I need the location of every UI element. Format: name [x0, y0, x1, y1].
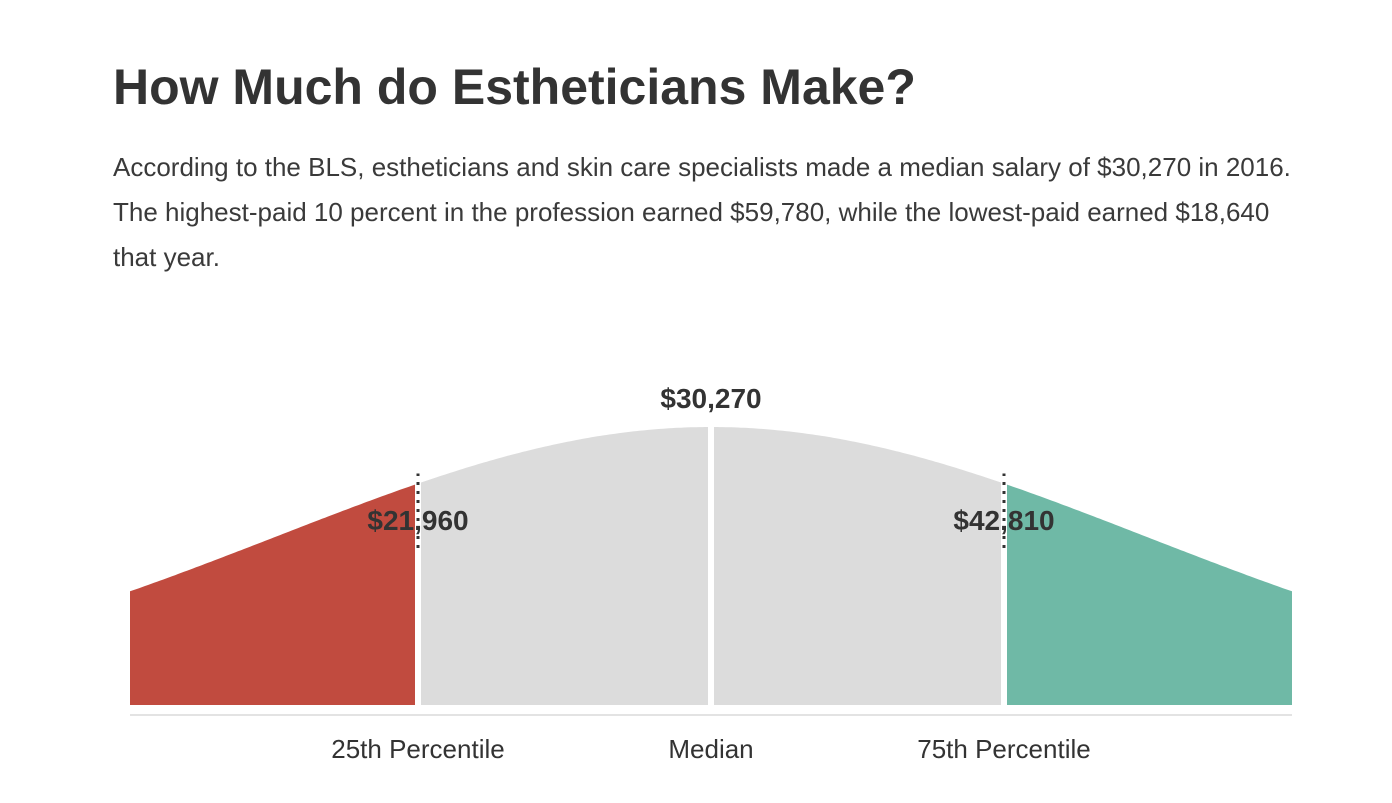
75th-percentile-value-label: $42,810 — [953, 505, 1054, 536]
distribution-segment-3 — [714, 427, 1001, 705]
description-text: According to the BLS, estheticians and s… — [113, 152, 1291, 272]
median-value-label: $30,270 — [660, 383, 761, 414]
distribution-segment-4 — [1007, 484, 1292, 705]
distribution-segment-2 — [421, 427, 708, 705]
page-title: How Much do Estheticians Make? — [113, 59, 916, 115]
25th-percentile-value-label: $21,960 — [367, 505, 468, 536]
median-axis-label: Median — [668, 734, 753, 764]
distribution-segment-1 — [130, 484, 415, 705]
75th-percentile-axis-label: 75th Percentile — [917, 734, 1090, 764]
25th-percentile-axis-label: 25th Percentile — [331, 734, 504, 764]
